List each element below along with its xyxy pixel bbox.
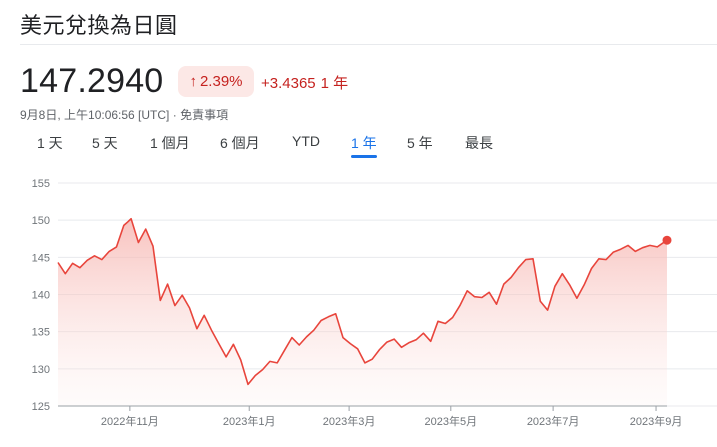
y-tick-label: 150 [32,215,50,227]
timestamp: 9月8日, 上午10:06:56 [UTC] [20,108,170,122]
tab-6-months[interactable]: 6 個月 [220,135,260,151]
y-tick-label: 125 [32,401,50,413]
latest-point[interactable] [662,235,672,245]
disclaimer-link[interactable]: 免責事項 [180,108,229,122]
current-price: 147.2940 [20,62,164,100]
header-divider [20,44,717,45]
tab-5-years[interactable]: 5 年 [407,135,433,151]
time-range-tabs: 1 天 5 天 1 個月 6 個月 YTD 1 年 5 年 最長 [0,133,717,158]
page-title: 美元兌換為日圓 [20,13,178,38]
tab-1-year[interactable]: 1 年 [351,135,377,158]
tab-ytd[interactable]: YTD [292,133,320,149]
meta-separator: · [169,108,181,122]
period-label: 1 年 [320,75,349,92]
x-tick-label: 2023年3月 [323,414,376,428]
tab-1-month[interactable]: 1 個月 [150,135,190,151]
tab-max[interactable]: 最長 [465,135,493,151]
y-tick-label: 140 [32,290,50,302]
absolute-change: +3.4365 1 年 [261,72,353,93]
percent-change-value: 2.39% [199,73,243,90]
series-area [58,218,667,406]
tab-1-day[interactable]: 1 天 [37,135,63,151]
percent-change-badge: ↑ 2.39% [178,66,254,97]
x-tick-label: 2023年7月 [527,414,580,428]
tab-5-days[interactable]: 5 天 [92,135,118,151]
series-line [57,217,668,386]
x-tick-label: 2023年1月 [223,414,276,428]
y-tick-label: 135 [32,327,50,339]
exchange-rate-chart[interactable]: 125 130 135 140 145 150 155 2022年11月 2023年1月 202… [0,165,717,447]
x-tick-label: 2022年11月 [101,414,159,428]
arrow-up-icon: ↑ [189,73,197,90]
x-tick-label: 2023年5月 [425,414,478,428]
x-tick-label: 2023年9月 [630,414,683,428]
absolute-change-value: +3.4365 [261,75,316,92]
y-tick-label: 155 [32,178,50,190]
y-tick-label: 145 [32,252,50,264]
y-tick-label: 130 [32,364,50,376]
quote-meta: 9月8日, 上午10:06:56 [UTC] · 免責事項 [20,106,228,123]
